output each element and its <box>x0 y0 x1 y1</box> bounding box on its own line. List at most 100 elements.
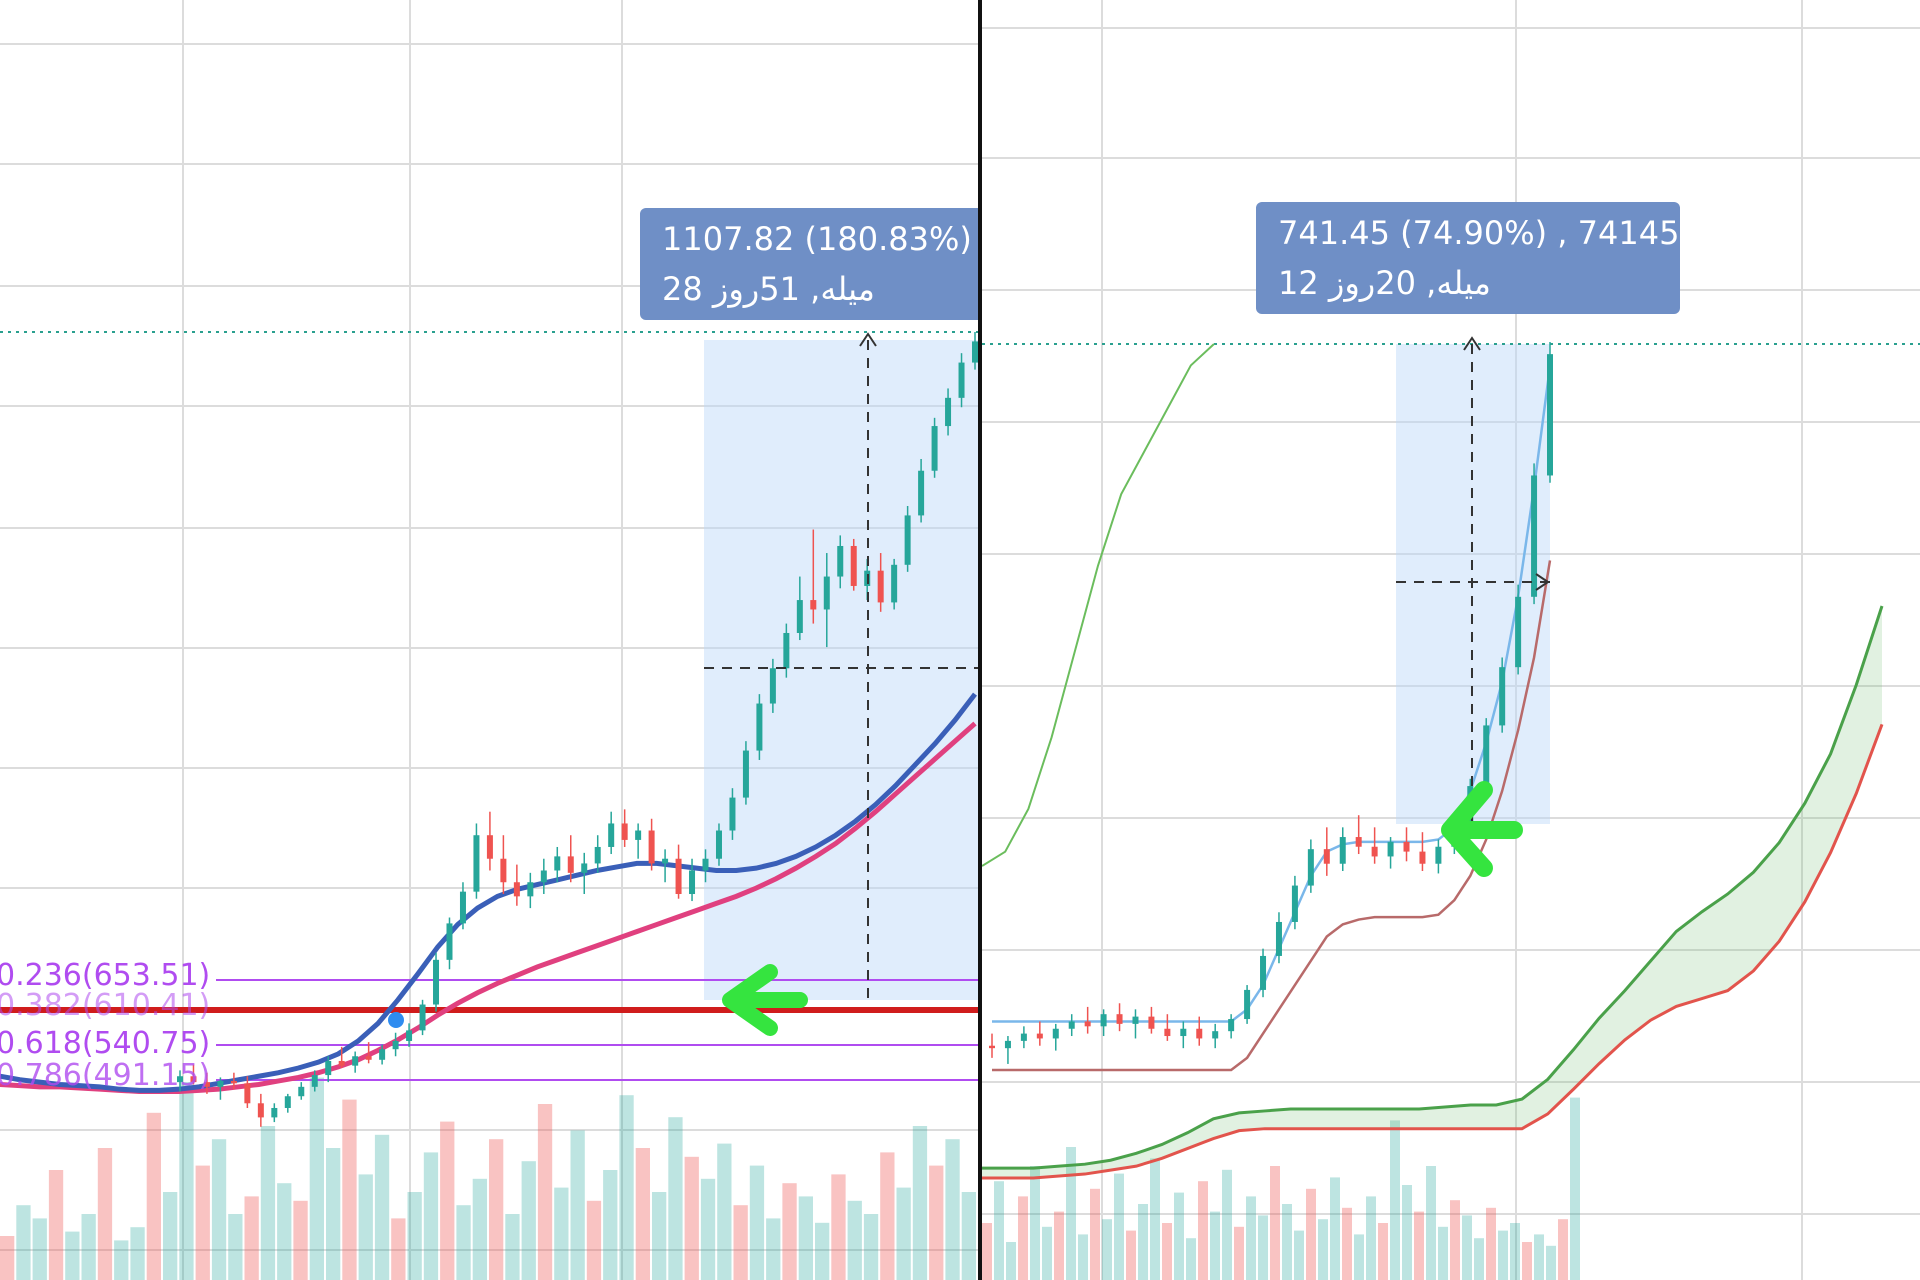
left-volume-bar-27 <box>440 1121 455 1280</box>
left-candle-30 <box>581 863 588 873</box>
left-volume-bar-11 <box>179 1082 194 1280</box>
left-volume-bar-56 <box>912 1126 928 1280</box>
left-volume-bar-45 <box>733 1205 748 1280</box>
left-volume-bar-54 <box>880 1152 895 1280</box>
left-volume-bar-40 <box>652 1192 667 1280</box>
left-candle-23 <box>486 835 493 859</box>
left-candle-13 <box>352 1056 359 1066</box>
left-candle-45 <box>783 632 790 669</box>
left-candle-19 <box>433 959 440 1005</box>
right-candle-10 <box>1148 1016 1155 1029</box>
right-volume-bar-49 <box>1570 1097 1580 1280</box>
left-price-chart[interactable] <box>0 0 978 1280</box>
left-candle-3 <box>217 1080 224 1087</box>
right-volume-bar-1 <box>994 1181 1004 1280</box>
left-candle-43 <box>756 703 763 751</box>
lagging-span <box>982 343 1215 867</box>
left-candle-47 <box>810 600 817 610</box>
left-candle-53 <box>891 564 898 603</box>
left-volume-bar-41 <box>668 1117 683 1280</box>
left-volume-bar-26 <box>423 1152 439 1280</box>
left-candle-18 <box>419 1004 426 1031</box>
right-candle-2 <box>1020 1033 1027 1041</box>
left-chart-panel[interactable]: 0.236(653.51) 0.382(610.41) 0.618(540.75… <box>0 0 978 1280</box>
leading-span-a <box>982 605 1884 1170</box>
right-candle-24 <box>1371 846 1378 857</box>
right-volume-bar-9 <box>1090 1188 1100 1280</box>
left-volume-bar-48 <box>782 1183 797 1280</box>
left-tooltip-bars: میله, 51روز 28 <box>662 270 875 308</box>
right-volume-bar-14 <box>1150 1158 1160 1280</box>
panel-divider <box>978 0 982 1280</box>
right-candle-9 <box>1132 1016 1139 1024</box>
left-volume-bar-57 <box>929 1165 944 1280</box>
right-candle-35 <box>1547 354 1553 476</box>
left-volume-bar-58 <box>945 1139 960 1280</box>
right-volume-bar-32 <box>1366 1196 1376 1280</box>
fib-label-0382: 0.382(610.41) <box>0 988 211 1023</box>
left-candle-21 <box>459 891 466 924</box>
right-candle-28 <box>1435 846 1442 864</box>
right-volume-bar-38 <box>1438 1226 1448 1280</box>
left-candle-35 <box>648 830 655 864</box>
right-volume-bar-31 <box>1354 1234 1364 1280</box>
left-volume-bar-5 <box>81 1214 96 1280</box>
right-volume-bar-29 <box>1330 1177 1340 1280</box>
left-volume-bar-55 <box>896 1187 911 1280</box>
right-volume-bar-5 <box>1042 1226 1052 1280</box>
left-volume-bar-25 <box>407 1192 422 1280</box>
right-candle-15 <box>1228 1019 1235 1032</box>
left-candle-6 <box>257 1103 264 1118</box>
right-volume-bar-26 <box>1294 1230 1304 1280</box>
left-candle-39 <box>702 858 709 871</box>
left-volume-bar-23 <box>374 1134 390 1280</box>
right-volume-bar-41 <box>1474 1238 1484 1280</box>
right-volume-bar-30 <box>1342 1207 1352 1280</box>
right-candle-18 <box>1275 921 1282 956</box>
right-volume-bar-45 <box>1522 1242 1532 1280</box>
left-candle-36 <box>662 858 669 864</box>
right-volume-bar-10 <box>1102 1219 1112 1280</box>
right-candle-4 <box>1052 1028 1059 1039</box>
right-volume-bar-24 <box>1270 1166 1280 1280</box>
left-candle-5 <box>244 1083 251 1104</box>
left-volume-bar-52 <box>847 1200 862 1280</box>
left-volume-bar-38 <box>619 1095 634 1280</box>
left-candle-37 <box>675 858 682 895</box>
right-green-arrow <box>1441 781 1523 877</box>
left-volume-bar-21 <box>342 1099 357 1280</box>
fib-label-0236: 0.236(653.51) <box>0 958 211 993</box>
left-candle-27 <box>540 870 547 883</box>
left-candle-32 <box>608 823 615 847</box>
left-volume-bar-51 <box>831 1174 846 1280</box>
right-volume-bar-23 <box>1258 1215 1268 1280</box>
left-candle-26 <box>527 882 534 897</box>
left-candle-56 <box>931 426 938 471</box>
right-volume-bar-4 <box>1030 1166 1040 1280</box>
right-candle-21 <box>1323 849 1330 864</box>
right-candle-23 <box>1355 837 1362 847</box>
left-candle-20 <box>446 923 453 960</box>
left-green-arrow <box>722 964 808 1036</box>
left-candle-55 <box>918 470 925 516</box>
right-volume-bar-16 <box>1174 1192 1184 1280</box>
left-candle-49 <box>837 545 844 577</box>
left-candle-12 <box>338 1060 345 1066</box>
right-chart-panel[interactable]: 741.45 (74.90%) , 74145 میله, 20روز 12 <box>982 0 1920 1280</box>
left-volume-bar-19 <box>309 1077 324 1280</box>
left-candle-41 <box>729 797 736 831</box>
left-candle-31 <box>594 846 601 864</box>
right-tooltip-bars: میله, 20روز 12 <box>1278 264 1491 302</box>
right-price-chart[interactable] <box>982 0 1920 1280</box>
left-candle-52 <box>877 570 884 603</box>
left-volume-bar-53 <box>863 1214 879 1280</box>
left-volume-bar-0 <box>0 1236 15 1280</box>
right-volume-bar-12 <box>1126 1230 1136 1280</box>
left-volume-bar-31 <box>505 1214 520 1280</box>
right-volume-bar-46 <box>1534 1234 1544 1280</box>
leading-span-b <box>982 723 1884 1180</box>
right-candle-8 <box>1116 1014 1123 1024</box>
left-volume-bar-2 <box>32 1218 47 1280</box>
left-volume-bar-22 <box>358 1174 373 1280</box>
